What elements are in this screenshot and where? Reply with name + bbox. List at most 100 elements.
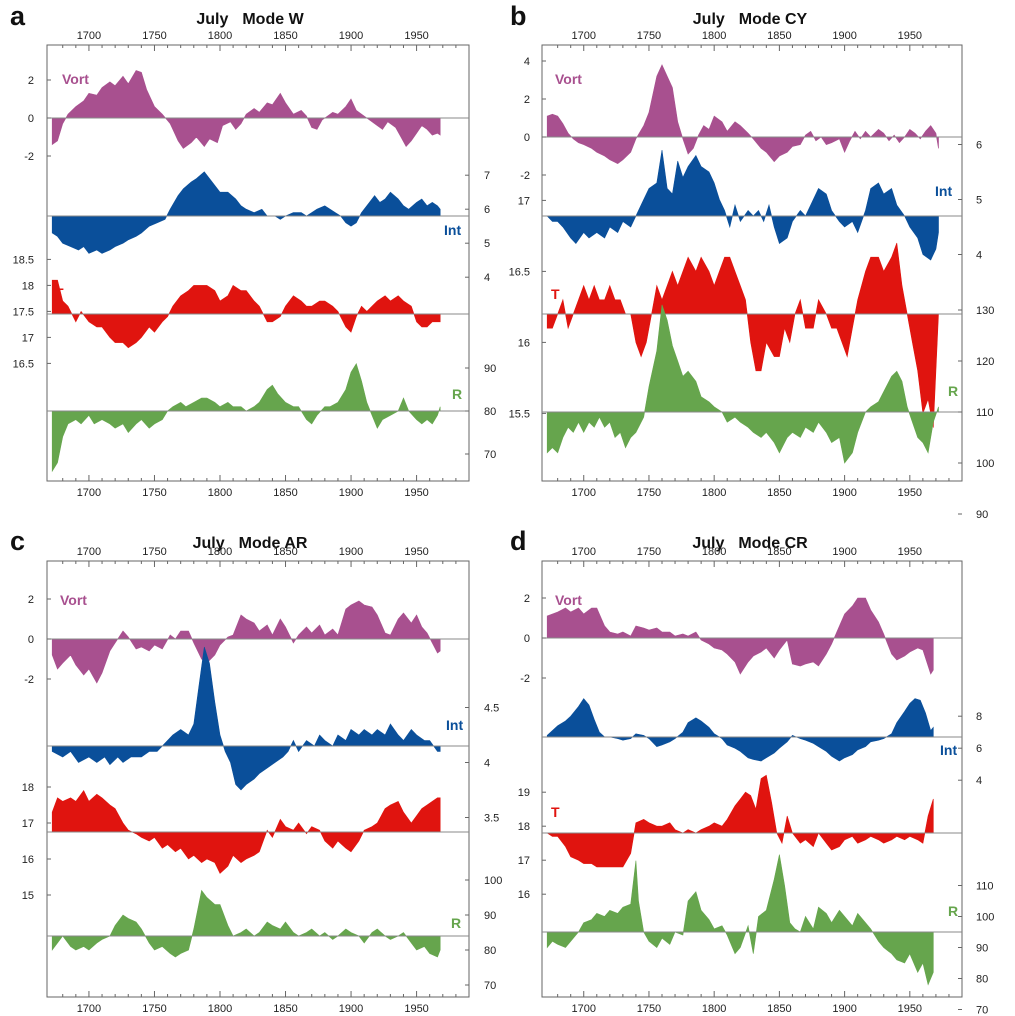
x-tick-label-top: 1900	[339, 546, 363, 558]
series-vort: 4 2 0 -2 Vort	[520, 56, 962, 182]
series-label-vort: Vort	[62, 71, 89, 87]
y-tick-label-t: 18.5	[13, 254, 34, 266]
y-tick-label-vort: 2	[524, 94, 530, 106]
series-int: 7 6 5 4 Int	[47, 170, 490, 284]
panel-title: July Mode AR	[193, 535, 308, 552]
x-tick-label-bottom: 1700	[571, 487, 595, 499]
y-tick-label-int: 5	[976, 195, 982, 207]
area-vort	[51, 600, 441, 684]
title-month: July	[196, 11, 228, 28]
panel-letter: b	[510, 1, 527, 31]
plot-frame	[541, 560, 963, 998]
y-tick-label-t: 18	[518, 821, 530, 833]
area-int	[546, 149, 939, 261]
series-label-r: R	[948, 903, 958, 919]
series-label-r: R	[948, 383, 958, 399]
y-tick-label-t: 15.5	[509, 408, 530, 420]
x-tick-label-bottom: 1800	[702, 1003, 726, 1015]
y-tick-label-int: 4	[976, 775, 982, 787]
x-tick-label-top: 1900	[832, 546, 856, 558]
panel-a: a July Mode W17001700175017501800180018501…	[10, 1, 496, 499]
y-tick-label-t: 17.5	[13, 306, 34, 318]
y-tick-label-r: 100	[976, 912, 994, 924]
series-label-r: R	[451, 915, 461, 931]
x-tick-label-bottom: 1950	[898, 487, 922, 499]
plot-frame	[46, 44, 470, 482]
y-tick-label-int: 7	[484, 170, 490, 182]
series-int: 8 6 4 Int	[542, 698, 982, 787]
x-tick-label-bottom: 1850	[767, 487, 791, 499]
x-tick-label-top: 1700	[571, 30, 595, 42]
y-tick-label-vort: 4	[524, 56, 530, 68]
y-tick-label-r: 70	[484, 980, 496, 992]
y-tick-label-int: 4.5	[484, 703, 499, 715]
x-tick-label-top: 1700	[77, 30, 101, 42]
y-tick-label-vort: 0	[524, 132, 530, 144]
x-tick-label-bottom: 1750	[142, 1003, 166, 1015]
x-tick-label-top: 1950	[898, 546, 922, 558]
y-tick-label-vort: 2	[524, 593, 530, 605]
series-vort: 2 0 -2 Vort	[520, 592, 962, 685]
area-r	[546, 854, 934, 986]
series-label-r: R	[452, 386, 462, 402]
series-label-vort: Vort	[60, 592, 87, 608]
x-tick-label-bottom: 1750	[637, 487, 661, 499]
x-tick-label-bottom: 1900	[832, 487, 856, 499]
y-tick-label-r: 100	[976, 458, 994, 470]
series-label-t: T	[55, 285, 64, 301]
panel-letter: c	[10, 526, 25, 556]
panel-b: b July Mode CY1700170017501750180018001850…	[509, 1, 995, 521]
x-tick-label-bottom: 1900	[832, 1003, 856, 1015]
y-tick-label-int: 5	[484, 238, 490, 250]
panel-d: d July Mode CR 1700 1700 1750 1750 1800 1800 1850…	[510, 526, 994, 1016]
x-tick-label-bottom: 1800	[208, 1003, 232, 1015]
x-tick-label-top: 1800	[208, 546, 232, 558]
x-tick-label-top: 1900	[832, 30, 856, 42]
series-r: 130 120 110 100 90 R	[542, 304, 994, 521]
title-mode: Mode W	[242, 11, 304, 28]
x-tick-label-bottom: 1950	[404, 487, 428, 499]
y-tick-label-t: 18	[22, 782, 34, 794]
area-t	[546, 774, 934, 868]
y-tick-label-vort: -2	[520, 170, 530, 182]
x-tick-label-bottom: 1850	[273, 487, 297, 499]
y-tick-label-t: 17	[518, 855, 530, 867]
x-tick-label-bottom: 1700	[571, 1003, 595, 1015]
x-tick-label-top: 1750	[142, 546, 166, 558]
series-t: 19 18 17 16 T	[518, 774, 962, 901]
series-t: 17 16.5 16 15.5 T	[509, 195, 962, 428]
y-tick-label-t: 18	[22, 280, 34, 292]
y-tick-label-t: 17	[22, 332, 34, 344]
x-tick-label-top: 1950	[404, 546, 428, 558]
y-tick-label-r: 70	[976, 1005, 988, 1016]
y-tick-label-vort: -2	[24, 674, 34, 686]
series-r: 90 80 70 R	[47, 362, 496, 473]
plot-frame	[541, 44, 963, 482]
x-tick-label-top: 1750	[637, 30, 661, 42]
y-tick-label-vort: 0	[28, 113, 34, 125]
y-tick-label-r: 90	[484, 910, 496, 922]
x-tick-label-top: 1800	[208, 30, 232, 42]
panel-title: July Mode W	[196, 11, 304, 28]
y-tick-label-r: 80	[484, 406, 496, 418]
y-tick-label-r: 80	[484, 945, 496, 957]
x-tick-label-top: 1850	[273, 30, 297, 42]
y-tick-label-t: 15	[22, 890, 34, 902]
series-label-int: Int	[940, 742, 957, 758]
x-tick-label-top: 1950	[898, 30, 922, 42]
y-tick-label-int: 3.5	[484, 813, 499, 825]
series-t: 18.5 18 17.5 17 16.5 T	[13, 254, 469, 370]
y-tick-label-int: 8	[976, 711, 982, 723]
y-tick-label-t: 19	[518, 787, 530, 799]
series-vort: 2 0 -2 Vort	[24, 592, 469, 686]
y-tick-label-t: 16	[518, 889, 530, 901]
title-month: July	[692, 535, 724, 552]
x-tick-label-top: 1700	[77, 546, 101, 558]
y-tick-label-r: 90	[976, 943, 988, 955]
series-int: 6 5 4 Int	[542, 140, 982, 262]
panel-title: July Mode CR	[692, 535, 808, 552]
x-tick-label-bottom: 1800	[208, 487, 232, 499]
y-tick-label-t: 16.5	[13, 358, 34, 370]
series-label-t: T	[54, 814, 63, 830]
